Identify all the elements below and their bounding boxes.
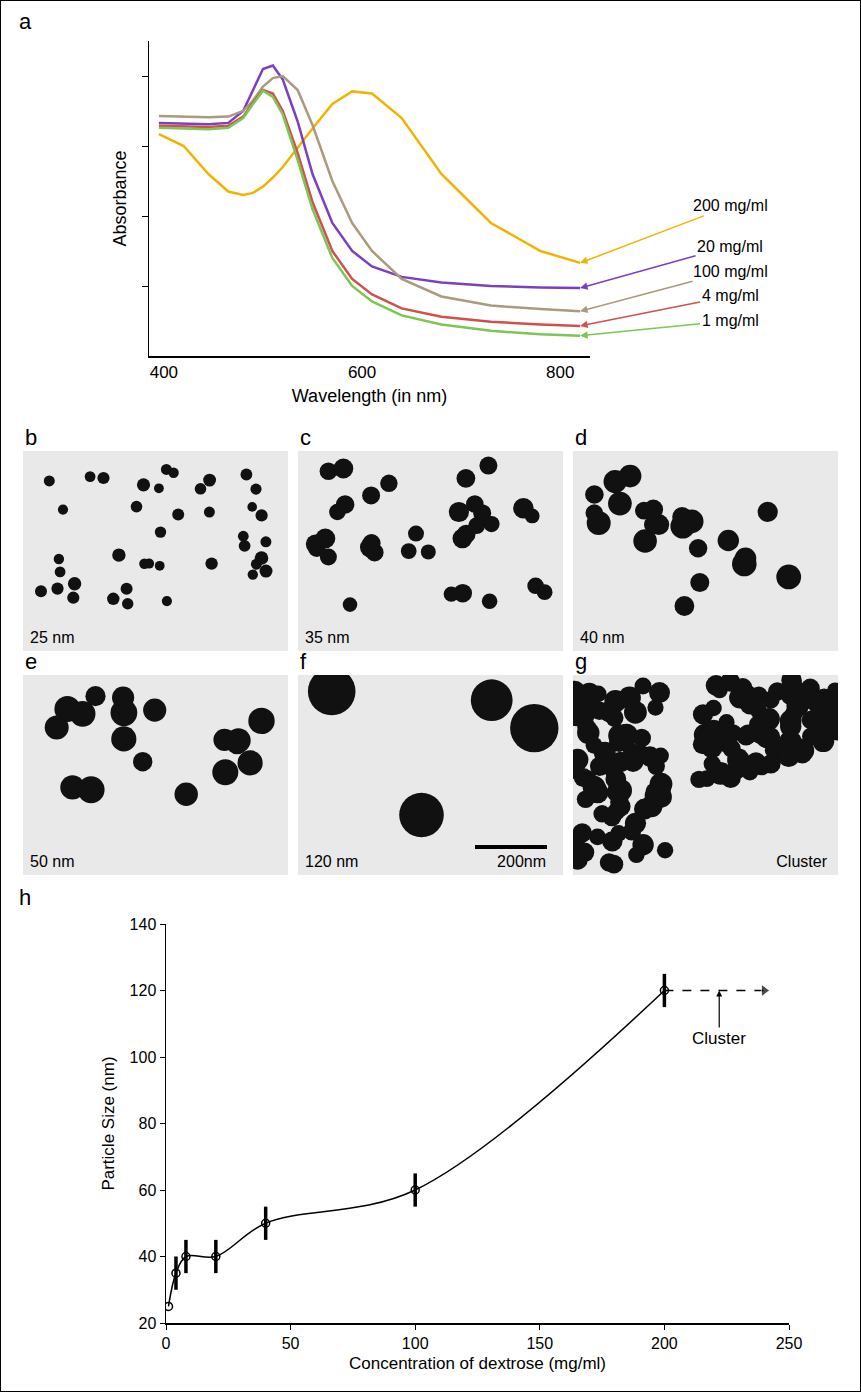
html-text:f: f: [300, 649, 307, 674]
html-text:40 nm: 40 nm: [580, 629, 625, 646]
html-text:a: a: [19, 9, 32, 34]
svg-text:20 mg/ml: 20 mg/ml: [697, 238, 763, 255]
html-text:b: b: [25, 425, 38, 450]
svg-text:Particle Size (nm): Particle Size (nm): [99, 1056, 118, 1190]
svg-text:0: 0: [162, 1335, 171, 1352]
svg-text:140: 140: [130, 916, 157, 933]
html-text:g: g: [575, 649, 588, 674]
svg-text:Absorbance: Absorbance: [110, 150, 130, 246]
html-text:e: e: [25, 649, 38, 674]
svg-text:200 mg/ml: 200 mg/ml: [693, 197, 768, 214]
svg-text:40: 40: [139, 1248, 157, 1265]
svg-text:120: 120: [130, 982, 157, 999]
svg-text:400: 400: [150, 363, 178, 382]
svg-text:100: 100: [130, 1049, 157, 1066]
svg-text:Concentration of dextrose (mg/: Concentration of dextrose (mg/ml): [349, 1354, 606, 1373]
svg-text:250: 250: [776, 1335, 803, 1352]
html-text:200nm: 200nm: [497, 853, 546, 870]
svg-text:60: 60: [139, 1182, 157, 1199]
html-text:50 nm: 50 nm: [30, 853, 75, 870]
svg-text:100: 100: [402, 1335, 429, 1352]
svg-text:50: 50: [282, 1335, 300, 1352]
svg-text:150: 150: [526, 1335, 553, 1352]
html-text:35 nm: 35 nm: [305, 629, 350, 646]
html-text:d: d: [575, 425, 588, 450]
svg-text:Cluster: Cluster: [692, 1029, 746, 1048]
html-text:120 nm: 120 nm: [305, 853, 359, 870]
svg-text:100 mg/ml: 100 mg/ml: [693, 263, 768, 280]
html-text:25 nm: 25 nm: [30, 629, 75, 646]
html-text:Cluster: Cluster: [776, 853, 827, 870]
html-text:c: c: [300, 425, 311, 450]
svg-text:80: 80: [139, 1115, 157, 1132]
svg-text:1 mg/ml: 1 mg/ml: [702, 312, 759, 329]
html-text:h: h: [19, 885, 32, 910]
svg-text:4 mg/ml: 4 mg/ml: [702, 287, 759, 304]
svg-text:800: 800: [546, 363, 574, 382]
svg-text:600: 600: [348, 363, 376, 382]
svg-text:Wavelength (in nm): Wavelength (in nm): [292, 386, 447, 406]
svg-text:200: 200: [651, 1335, 678, 1352]
svg-text:20: 20: [139, 1315, 157, 1332]
